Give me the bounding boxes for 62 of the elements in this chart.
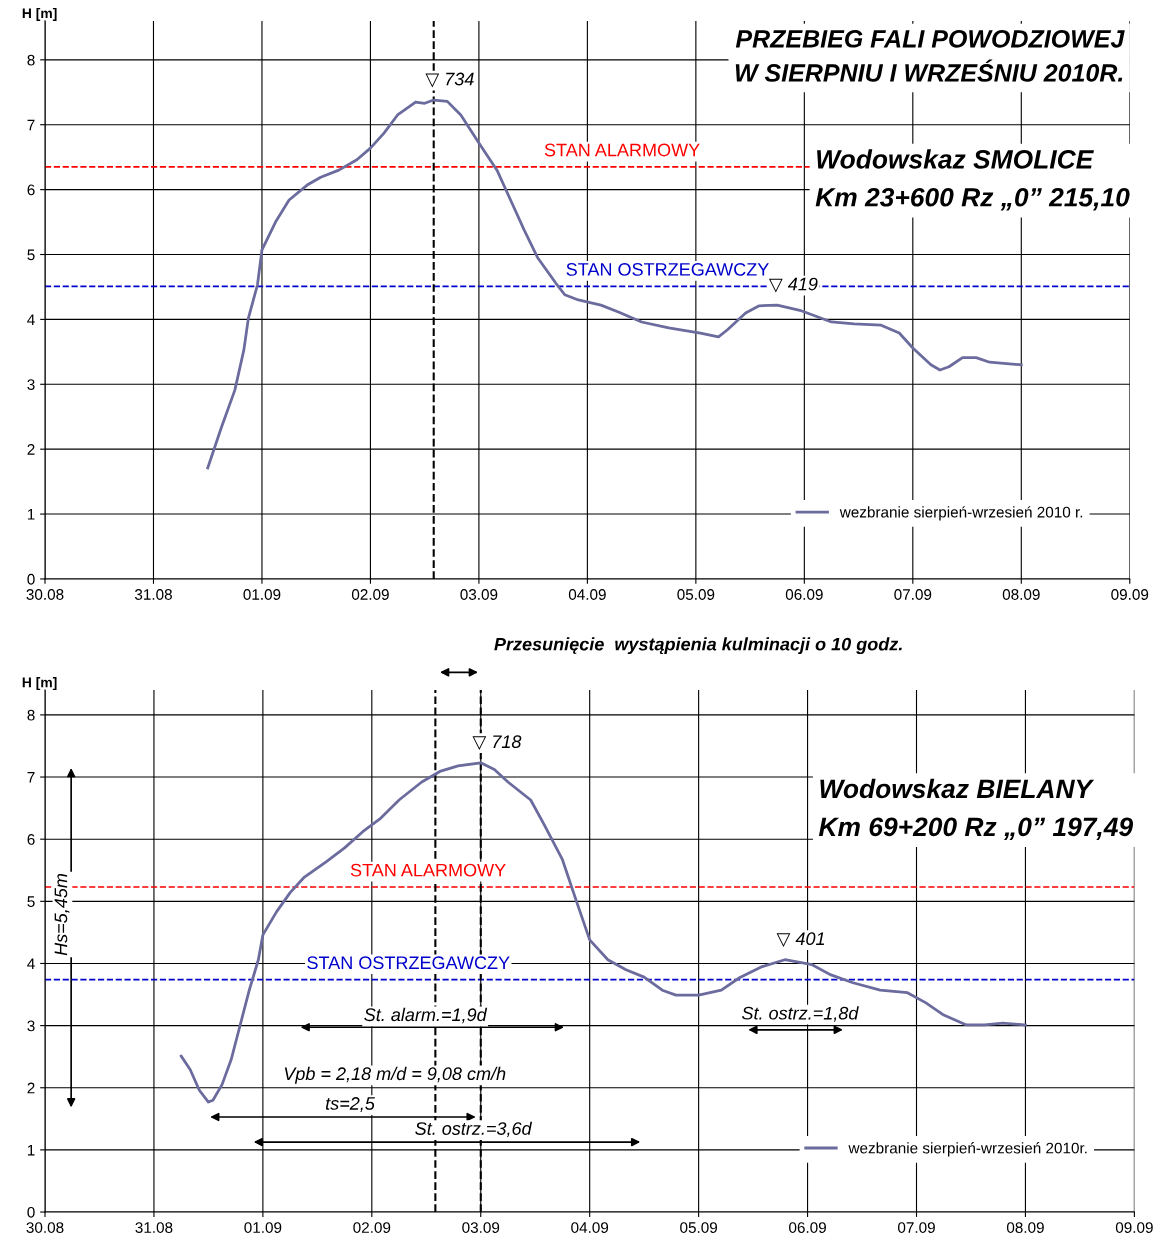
y-tick-label: 3 — [27, 1020, 35, 1032]
x-tick-label: 08.09 — [1002, 589, 1040, 600]
legend-label: wezbranie sierpień-wrzesień 2010r. — [848, 1142, 1087, 1157]
text: Wodowskaz BIELANY Km 69+200 Rz „0” 197,49 — [818, 778, 1134, 840]
x-tick-label: 07.09 — [894, 589, 932, 600]
y-tick-label: 5 — [27, 249, 35, 261]
x-tick-label: 01.09 — [244, 1222, 282, 1233]
text: Wodowskaz SMOLICE Km 23+600 Rz „0” 215,10 — [815, 149, 1130, 211]
annotation: St. ostrz.=1,8d — [742, 1006, 859, 1022]
y-tick-label: 7 — [27, 119, 35, 131]
y-tick-label: 2 — [27, 1082, 35, 1094]
annotation: ▽ 401 — [776, 932, 825, 948]
ref-line-label: STAN OSTRZEGAWCZY — [566, 263, 769, 276]
annotation: ts=2,5 — [326, 1097, 375, 1112]
annotation: ▽ 419 — [768, 277, 818, 293]
y-tick-label: 8 — [27, 709, 35, 721]
x-tick-label: 05.09 — [677, 589, 715, 600]
y-tick-label: 7 — [27, 772, 35, 783]
ref-line-label: STAN OSTRZEGAWCZY — [307, 956, 510, 970]
x-tick-label: 01.09 — [243, 589, 281, 600]
annotation: St. ostrz.=3,6d — [415, 1121, 533, 1138]
annotation: Vpb = 2,18 m/d = 9,08 cm/h — [284, 1066, 506, 1084]
x-tick-label: 04.09 — [568, 589, 606, 600]
x-tick-label: 02.09 — [351, 589, 389, 600]
x-tick-label: 03.09 — [460, 589, 498, 600]
y-tick-label: 0 — [27, 573, 35, 585]
y-tick-label: 8 — [27, 54, 35, 66]
annotation: ▽ 734 — [425, 72, 474, 88]
legend-label: wezbranie sierpień-wrzesień 2010 r. — [839, 506, 1083, 521]
x-tick-label: 08.09 — [1006, 1222, 1044, 1233]
y-tick-label: 4 — [27, 314, 35, 325]
y-tick-label: 6 — [27, 184, 35, 196]
x-tick-label: 06.09 — [785, 589, 823, 600]
y-tick-label: 5 — [27, 896, 35, 908]
x-tick-label: 06.09 — [789, 1222, 826, 1233]
annotation: St. alarm.=1,9d — [364, 1007, 488, 1024]
y-tick-label: 6 — [27, 834, 35, 845]
x-tick-label: 09.09 — [1115, 1222, 1153, 1233]
y-tick-label: 2 — [27, 444, 35, 455]
x-tick-label: 31.08 — [135, 1222, 173, 1233]
x-tick-label: 03.09 — [462, 1222, 500, 1233]
x-tick-label: 09.09 — [1111, 589, 1149, 600]
x-tick-label: 05.09 — [680, 1222, 718, 1233]
x-tick-label: 30.08 — [26, 589, 64, 600]
y-tick-label: 4 — [27, 958, 35, 969]
annotation: Hs=5,45m — [54, 873, 70, 956]
text: Przesunięcie wystąpienia kulminacji o 10 godz. — [494, 637, 902, 655]
y-tick-label: 0 — [27, 1206, 35, 1218]
x-tick-label: 02.09 — [353, 1222, 391, 1233]
annotation: ▽ 718 — [472, 735, 522, 751]
ref-line-label: STAN ALARMOWY — [544, 143, 700, 157]
x-tick-label: 07.09 — [897, 1222, 935, 1233]
y-tick-label: 1 — [27, 509, 35, 520]
ref-line-label: STAN ALARMOWY — [350, 863, 506, 877]
x-tick-label: 31.08 — [134, 589, 172, 600]
text: PRZEBIEG FALI POWODZIOWEJ W SIERPNIU I WRZEŚNIU 2010R. — [735, 29, 1125, 82]
y-axis-title: H [m] — [22, 7, 57, 21]
y-axis-title: H [m] — [22, 677, 57, 691]
x-tick-label: 04.09 — [571, 1222, 609, 1233]
y-tick-label: 1 — [27, 1144, 35, 1156]
y-tick-label: 3 — [27, 379, 35, 390]
x-tick-label: 30.08 — [26, 1222, 64, 1233]
